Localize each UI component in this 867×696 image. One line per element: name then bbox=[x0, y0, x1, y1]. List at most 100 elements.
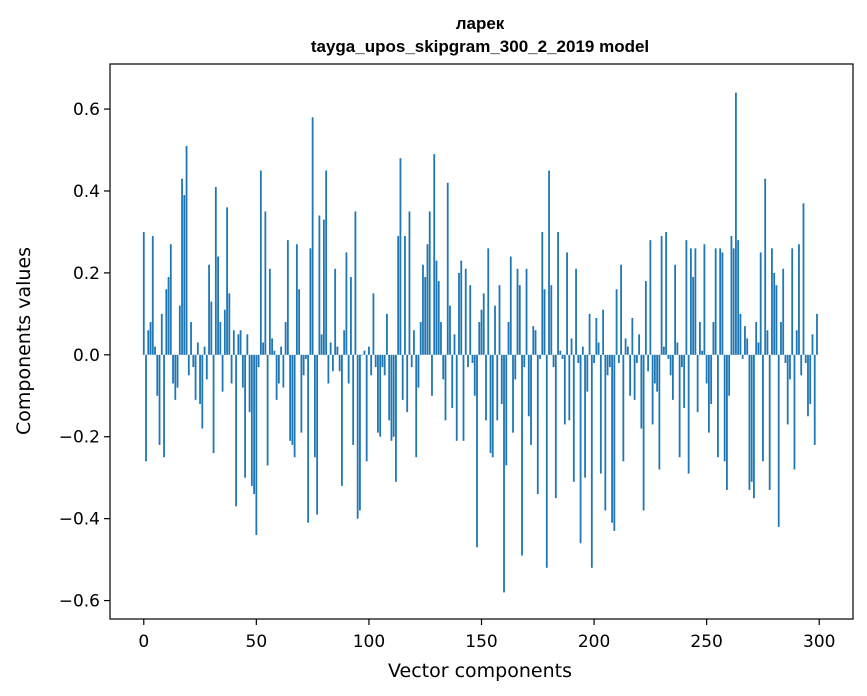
bar bbox=[363, 350, 366, 355]
bar bbox=[361, 354, 364, 356]
bar bbox=[694, 248, 697, 355]
bar bbox=[678, 354, 681, 458]
bar bbox=[169, 244, 172, 355]
bar bbox=[566, 252, 568, 355]
bar bbox=[730, 236, 733, 355]
bar bbox=[286, 240, 289, 355]
bar bbox=[433, 154, 436, 355]
bar bbox=[626, 346, 629, 355]
bar bbox=[377, 354, 379, 433]
plot-frame bbox=[109, 63, 854, 620]
bar bbox=[703, 244, 706, 355]
bar bbox=[530, 354, 532, 445]
bar bbox=[318, 215, 321, 355]
bar bbox=[518, 285, 521, 355]
bar bbox=[597, 342, 600, 355]
bar bbox=[802, 203, 805, 355]
bar bbox=[196, 342, 199, 355]
bar bbox=[791, 248, 794, 355]
bar bbox=[575, 268, 577, 355]
bar bbox=[766, 330, 769, 355]
bar bbox=[771, 248, 773, 355]
y-tick-label: 0.2 bbox=[73, 264, 100, 284]
bar bbox=[685, 240, 688, 355]
bar bbox=[442, 354, 445, 380]
bar bbox=[309, 248, 312, 355]
bar bbox=[379, 354, 382, 437]
bar bbox=[588, 313, 591, 355]
bar bbox=[809, 354, 812, 404]
bar bbox=[498, 285, 501, 355]
bar bbox=[284, 322, 287, 355]
bar bbox=[762, 354, 764, 462]
bar bbox=[795, 330, 798, 355]
bar bbox=[631, 317, 634, 355]
bar bbox=[356, 354, 359, 519]
bar bbox=[629, 354, 631, 396]
chart-title: ларек bbox=[456, 14, 505, 33]
bar bbox=[800, 354, 803, 376]
bar bbox=[656, 354, 659, 392]
bar bbox=[768, 354, 771, 490]
bar bbox=[435, 260, 438, 355]
bar bbox=[782, 268, 785, 355]
bar bbox=[777, 354, 780, 527]
bar bbox=[259, 170, 262, 355]
bar bbox=[755, 322, 758, 355]
bar bbox=[671, 354, 674, 400]
bar bbox=[149, 322, 152, 355]
bar bbox=[467, 354, 469, 368]
bar bbox=[539, 354, 541, 359]
bar bbox=[512, 354, 514, 433]
bar bbox=[345, 252, 348, 355]
bar bbox=[642, 354, 645, 511]
bar bbox=[237, 334, 240, 355]
bar bbox=[350, 276, 352, 355]
bar bbox=[145, 354, 147, 462]
x-tick-label: 0 bbox=[138, 632, 149, 652]
bar bbox=[516, 268, 519, 355]
bar bbox=[151, 236, 154, 355]
bar bbox=[658, 354, 661, 470]
bar bbox=[732, 248, 735, 355]
bar bbox=[280, 346, 283, 355]
bar bbox=[757, 342, 760, 355]
bar bbox=[446, 182, 449, 355]
y-axis-ticks: −0.6 −0.4 −0.2 0.0 0.2 0.4 0.6 bbox=[59, 100, 110, 612]
bar bbox=[543, 289, 546, 355]
bar bbox=[300, 354, 303, 433]
bar bbox=[557, 231, 559, 355]
bar bbox=[404, 236, 406, 355]
bar bbox=[746, 338, 749, 355]
bar bbox=[262, 342, 264, 355]
bar bbox=[341, 354, 343, 486]
bar bbox=[500, 354, 503, 404]
bar bbox=[503, 354, 505, 593]
bar bbox=[334, 268, 337, 355]
bar bbox=[633, 354, 636, 400]
bar bbox=[343, 330, 346, 355]
bar bbox=[212, 354, 215, 454]
bar bbox=[536, 354, 539, 495]
x-tick-label: 150 bbox=[465, 632, 497, 652]
bar bbox=[717, 354, 719, 458]
bar bbox=[444, 354, 447, 421]
bar bbox=[708, 354, 710, 433]
bar bbox=[651, 354, 654, 425]
bar bbox=[737, 240, 740, 355]
bar bbox=[687, 354, 690, 474]
bar bbox=[199, 354, 201, 404]
bar bbox=[780, 322, 782, 355]
bar bbox=[437, 281, 440, 355]
bar bbox=[793, 354, 796, 470]
bar bbox=[710, 354, 713, 404]
bar bbox=[728, 354, 731, 396]
bar bbox=[485, 354, 487, 421]
bar bbox=[325, 170, 328, 355]
bar bbox=[338, 354, 341, 372]
bar bbox=[509, 256, 512, 355]
bar bbox=[332, 354, 334, 372]
bar bbox=[527, 354, 530, 417]
bar bbox=[253, 354, 255, 495]
bar bbox=[572, 354, 575, 482]
